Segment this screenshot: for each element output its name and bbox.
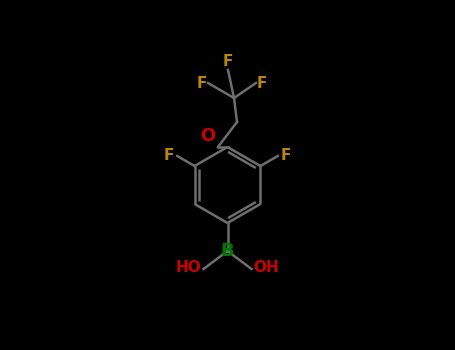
Text: F: F	[197, 77, 207, 91]
Text: OH: OH	[253, 260, 279, 275]
Text: HO: HO	[176, 260, 202, 275]
Text: F: F	[223, 54, 233, 69]
Text: F: F	[257, 77, 268, 91]
Text: F: F	[281, 148, 291, 163]
Text: B: B	[221, 242, 234, 260]
Text: O: O	[200, 127, 215, 145]
Text: F: F	[164, 148, 174, 163]
